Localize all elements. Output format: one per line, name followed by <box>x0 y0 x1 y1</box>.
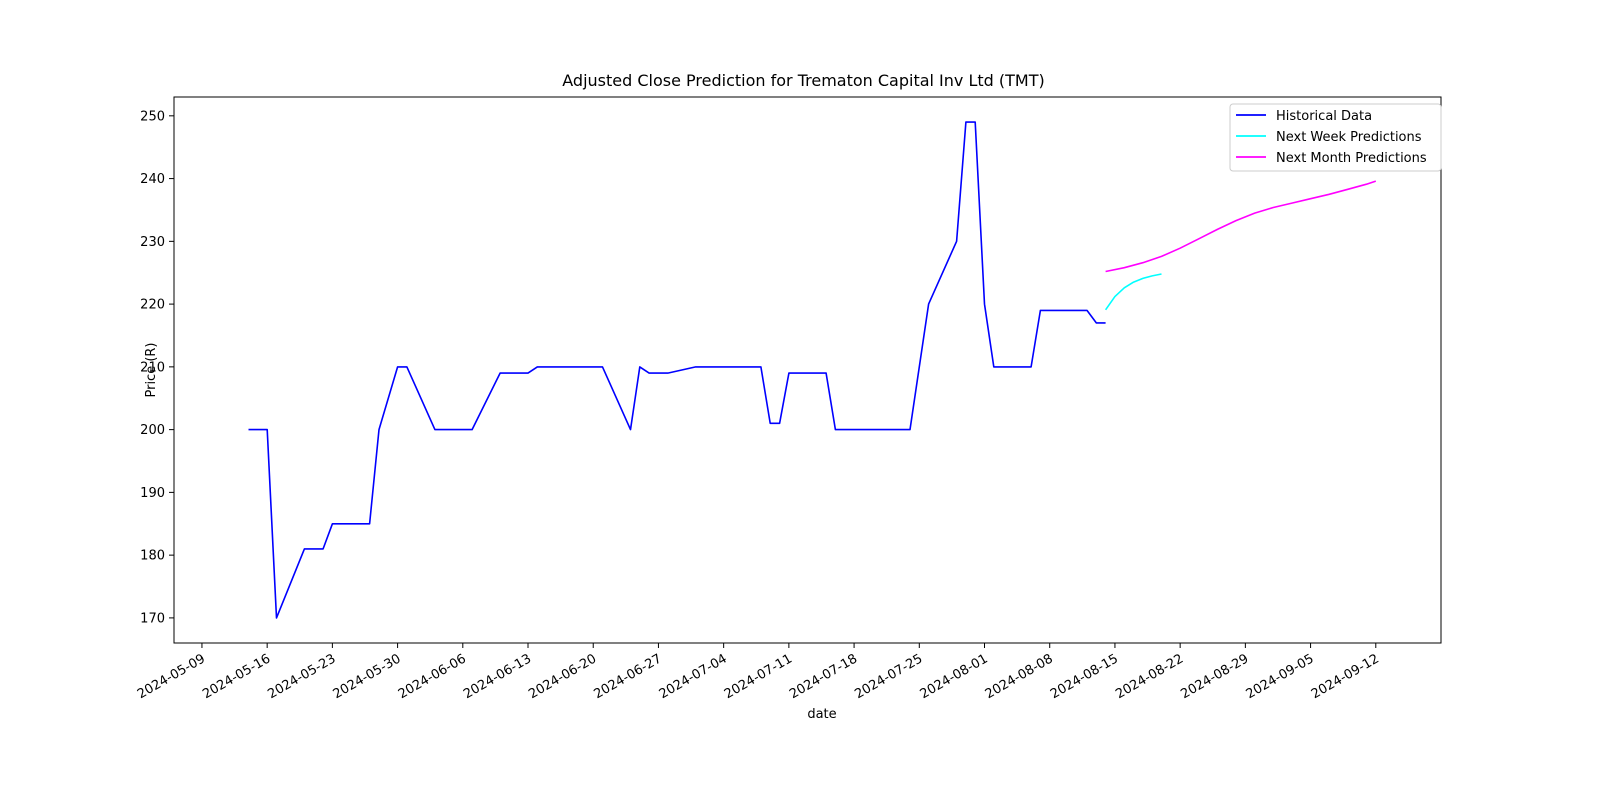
x-tick-label: 2024-07-04 <box>657 651 730 702</box>
x-tick-label: 2024-05-30 <box>331 651 404 702</box>
legend-frame <box>1229 103 1442 172</box>
y-tick-label: 180 <box>140 549 165 564</box>
x-tick-label: 2024-08-08 <box>983 651 1056 702</box>
x-tick-label: 2024-09-12 <box>1309 651 1382 702</box>
x-tick-label: 2024-06-13 <box>461 651 534 702</box>
x-axis: 2024-05-092024-05-162024-05-232024-05-30… <box>135 643 1382 702</box>
x-tick-label: 2024-08-15 <box>1048 651 1121 702</box>
y-tick-label: 200 <box>140 423 165 438</box>
y-tick-label: 220 <box>140 298 165 313</box>
x-tick-label: 2024-05-16 <box>200 651 273 702</box>
series-layer <box>248 121 1377 619</box>
y-axis-label: Price (R) <box>144 342 159 397</box>
legend-label-1: Next Week Predictions <box>1276 130 1422 145</box>
x-tick-label: 2024-07-25 <box>852 651 925 702</box>
y-tick-label: 210 <box>140 360 165 375</box>
legend-label-0: Historical Data <box>1276 109 1372 124</box>
x-tick-label: 2024-08-01 <box>918 651 991 702</box>
x-axis-label: date <box>807 707 836 722</box>
plot-frame <box>173 96 1442 644</box>
x-tick-label: 2024-05-09 <box>135 651 208 702</box>
y-tick-label: 190 <box>140 486 165 501</box>
y-axis: 170 180 190 200 210 220 230 240 250 <box>140 109 174 626</box>
series-line-2 <box>1105 180 1377 273</box>
legend: Historical Data Next Week Predictions Next… <box>1229 103 1442 172</box>
x-tick-label: 2024-06-20 <box>526 651 599 702</box>
x-tick-label: 2024-08-22 <box>1113 651 1186 702</box>
x-tick-label: 2024-07-18 <box>787 651 860 702</box>
series-line-0 <box>248 121 1106 619</box>
y-tick-label: 230 <box>140 235 165 250</box>
x-tick-label: 2024-07-11 <box>722 651 795 702</box>
x-tick-label: 2024-08-29 <box>1178 651 1251 702</box>
series-line-1 <box>1104 273 1162 311</box>
x-tick-label: 2024-06-06 <box>396 651 469 702</box>
x-tick-label: 2024-06-27 <box>592 651 665 702</box>
y-tick-label: 170 <box>140 611 165 626</box>
plot-area <box>173 96 1442 644</box>
y-tick-label: 240 <box>140 172 165 187</box>
y-tick-label: 250 <box>140 109 165 124</box>
x-tick-label: 2024-09-05 <box>1244 651 1317 702</box>
legend-label-2: Next Month Predictions <box>1276 151 1427 166</box>
x-tick-label: 2024-05-23 <box>265 651 338 702</box>
chart-title: Adjusted Close Prediction for Trematon C… <box>562 71 1044 90</box>
